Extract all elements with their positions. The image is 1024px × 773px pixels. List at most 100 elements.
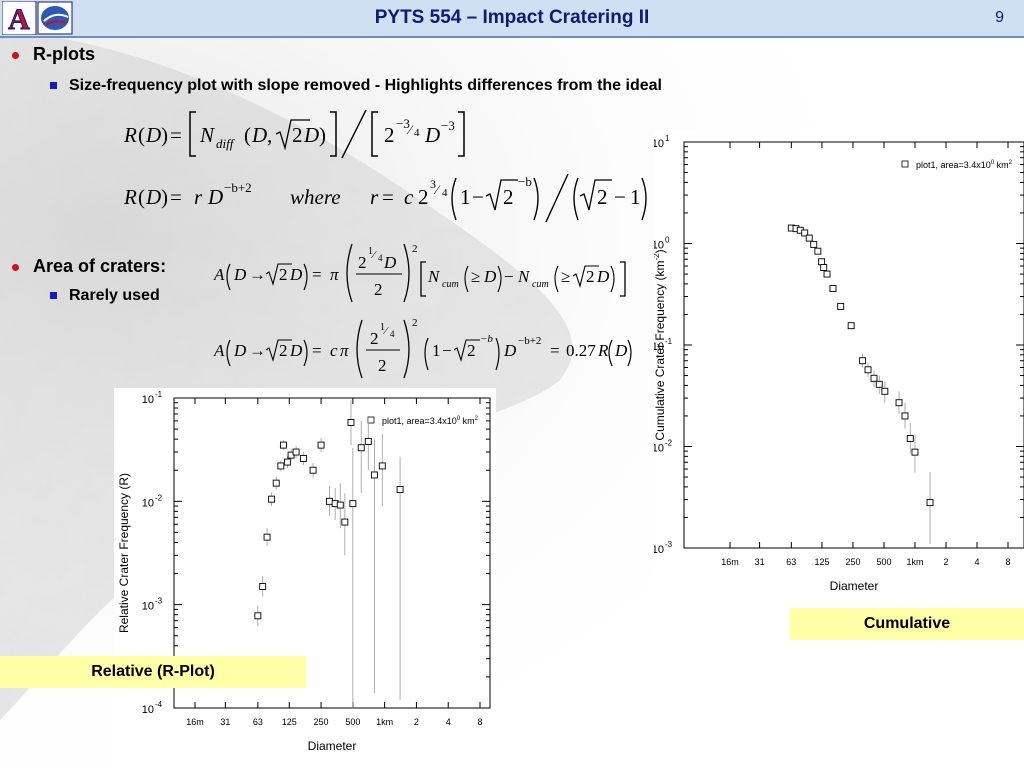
data-point (378, 462, 386, 470)
y-tick-exponent: 1 (665, 134, 670, 143)
y-axis-label-text: Cumulative Crater Frequency (km (654, 261, 667, 441)
bullet-dot-icon (12, 263, 19, 271)
x-tick-label: 500 (876, 557, 891, 567)
svg-text:,: , (267, 123, 272, 147)
svg-text:2: 2 (384, 123, 395, 147)
y-axis-label: Cumulative Crater Frequency (km-2) (654, 249, 667, 440)
data-point (283, 458, 291, 466)
svg-text:D: D (483, 267, 497, 286)
sub-bullet-text: Size-frequency plot with slope removed -… (69, 77, 662, 94)
svg-text:=: = (312, 265, 322, 284)
legend-sup: 0 (991, 160, 995, 166)
svg-text:−b+2: −b+2 (224, 180, 252, 195)
svg-text:1: 1 (368, 246, 373, 257)
svg-text:D: D (503, 341, 517, 360)
data-point (864, 366, 872, 374)
svg-text:→: → (249, 341, 266, 360)
y-axis-label-end: ) (654, 249, 667, 253)
y-tick-label: 10 (142, 497, 154, 509)
svg-text:2: 2 (370, 329, 379, 348)
svg-text:c: c (404, 185, 414, 209)
area-coefficient: 0.27 (566, 341, 596, 360)
x-tick-label: 1km (376, 717, 393, 727)
data-point (349, 500, 357, 508)
svg-text:4: 4 (390, 329, 395, 339)
y-tick-label: 10 (654, 443, 664, 455)
svg-text:1: 1 (630, 185, 641, 209)
data-point (370, 471, 378, 479)
sub-bullet-area: Rarely used (50, 287, 160, 305)
y-tick-exponent: -1 (155, 390, 163, 399)
data-point (805, 234, 813, 242)
y-tick-exponent: -4 (155, 700, 163, 709)
svg-text:diff: diff (216, 136, 236, 151)
y-tick-label: 10 (654, 544, 664, 556)
x-tick-label: 8 (1005, 557, 1010, 567)
data-point (396, 486, 404, 494)
x-tick-label: 2 (414, 717, 419, 727)
svg-text:A: A (213, 341, 225, 360)
svg-text:R: R (123, 123, 137, 147)
svg-text:⁄: ⁄ (406, 122, 414, 137)
y-axis-label: Relative Crater Frequency (R) (117, 473, 131, 633)
svg-text:≥: ≥ (471, 267, 480, 286)
x-tick-label: 250 (845, 557, 860, 567)
svg-text:2: 2 (597, 185, 608, 209)
data-point (823, 270, 831, 278)
x-axis-label: Diameter (308, 739, 357, 753)
data-point (895, 399, 903, 407)
equation-r-power-law: R(D) = r D −b+2 where r = c 2 3 ⁄ 4 1− 2−b 2−1 (123, 173, 647, 223)
data-point (814, 247, 822, 255)
svg-text:): ) (161, 185, 168, 209)
svg-text:2: 2 (412, 317, 418, 329)
legend-marker (367, 416, 375, 424)
x-axis-label: Diameter (830, 579, 879, 593)
svg-text:≥: ≥ (561, 267, 570, 286)
y-tick-exponent: 0 (665, 236, 670, 245)
data-point (272, 479, 280, 487)
data-point (829, 285, 837, 292)
y-tick-label: 10 (142, 601, 154, 613)
university-logo: A (2, 1, 73, 35)
svg-text:A: A (213, 265, 225, 284)
data-point (901, 412, 909, 420)
x-tick-label: 125 (282, 717, 297, 727)
svg-text:=: = (550, 341, 560, 360)
data-point (837, 302, 845, 310)
x-tick-label: 4 (446, 717, 451, 727)
legend-label: plot1, area=3.4x100 km2 (382, 416, 479, 426)
y-tick-exponent: -2 (665, 439, 673, 448)
svg-text:D: D (614, 341, 628, 360)
x-tick-label: 1km (906, 557, 923, 567)
bullet-square-icon (50, 292, 57, 300)
slide-header: A PYTS 554 – Impact Cratering II 9 (0, 0, 1024, 38)
svg-text:2: 2 (586, 267, 595, 286)
svg-text:⁄: ⁄ (371, 249, 377, 261)
svg-text:N: N (199, 123, 215, 147)
data-point (336, 501, 344, 509)
y-tick-label: 10 (654, 240, 664, 252)
data-point (801, 229, 809, 237)
svg-text:π: π (340, 341, 349, 360)
svg-text:D: D (233, 265, 247, 284)
legend-unit: km (460, 416, 475, 426)
svg-text:c: c (330, 341, 338, 360)
svg-text:−: − (442, 341, 452, 360)
svg-text:R: R (123, 185, 137, 209)
data-point (911, 448, 919, 456)
svg-text:π: π (330, 265, 339, 284)
svg-text:→: → (249, 265, 266, 284)
svg-text:2: 2 (292, 123, 303, 147)
data-point (847, 322, 855, 330)
data-point (263, 533, 271, 541)
legend-label: plot1, area=3.4x100 km2 (916, 160, 1013, 170)
svg-text:2: 2 (467, 341, 476, 360)
x-tick-label: 31 (220, 717, 230, 727)
svg-text:=: = (170, 185, 182, 209)
svg-text:1: 1 (432, 341, 441, 360)
bullet-label: Area of craters: (33, 256, 167, 276)
svg-text:2: 2 (358, 253, 367, 272)
